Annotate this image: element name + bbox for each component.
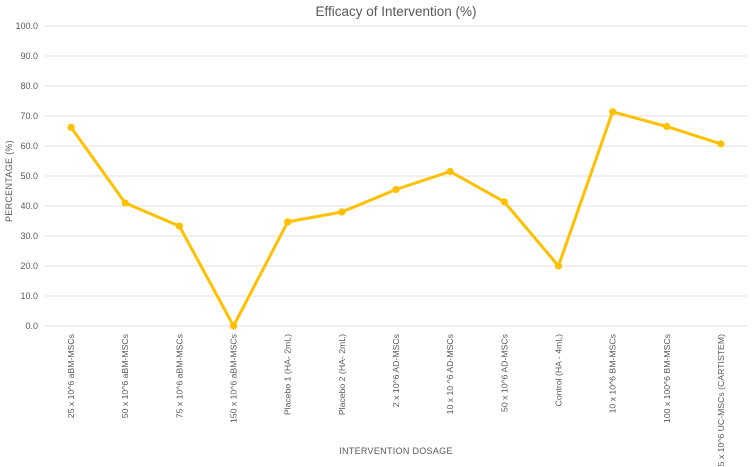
x-category-label: 2 x 10^6 AD-MSCs	[391, 333, 401, 407]
data-point-marker	[67, 123, 75, 131]
y-tick-label: 40.0	[20, 201, 38, 211]
data-point-marker	[229, 322, 238, 330]
data-line-series	[69, 110, 723, 328]
x-category-label: 10 x 10^6 BM-MSCs	[608, 333, 618, 413]
data-point-marker	[500, 198, 508, 206]
x-category-label: Control (HA - 4mL)	[553, 334, 563, 407]
y-tick-label: 10.0	[20, 291, 38, 301]
data-point-marker	[446, 167, 454, 176]
x-category-label: 50 x 10^6 AD-MSCs	[499, 333, 509, 412]
data-point-marker	[175, 222, 183, 230]
data-point-marker	[717, 140, 725, 148]
data-point-marker	[338, 208, 346, 216]
x-category-label: 50 x 10^6 aBM-MSCs	[120, 333, 130, 418]
x-category-label: 10 x 10 ^6 AD-MSCs	[445, 333, 455, 414]
data-point-marker	[663, 122, 671, 131]
y-tick-label: 0.0	[25, 321, 38, 331]
y-tick-label: 30.0	[20, 231, 38, 241]
y-tick-label: 50.0	[20, 171, 38, 181]
x-category-label: 25 x 10^6 aBM-MSCs	[66, 333, 76, 418]
x-category-label: 100 x 100^6 BM-MSCs	[662, 333, 672, 423]
y-tick-label: 20.0	[20, 261, 38, 271]
chart-title: Efficacy of Intervention (%)	[315, 4, 477, 19]
data-point-marker	[392, 185, 400, 194]
y-tick-label: 80.0	[20, 81, 38, 91]
x-category-label: Placebo 1 (HA- 2mL)	[283, 334, 293, 415]
data-point-marker	[609, 108, 617, 116]
y-tick-label: 60.0	[20, 141, 38, 151]
x-category-label: Placebo 2 (HA- 2mL)	[337, 334, 347, 415]
x-category-label: 5 x 10^6 UC-MSCs (CARTISTEM)	[716, 334, 726, 466]
y-axis-title: PERCENTAGE (%)	[4, 139, 14, 223]
y-tick-label: 70.0	[20, 111, 38, 121]
data-point-marker	[121, 199, 129, 207]
y-tick-label: 100.0	[15, 21, 38, 31]
x-axis-title: INTERVENTION DOSAGE	[339, 446, 453, 456]
data-point-marker	[554, 262, 563, 270]
y-tick-label: 90.0	[20, 51, 38, 61]
x-category-label: 75 x 10^6 aBM-MSCs	[174, 333, 184, 418]
data-point-marker	[284, 218, 292, 226]
x-category-label: 150 x 10^6 aBM-MSCs	[229, 333, 239, 423]
